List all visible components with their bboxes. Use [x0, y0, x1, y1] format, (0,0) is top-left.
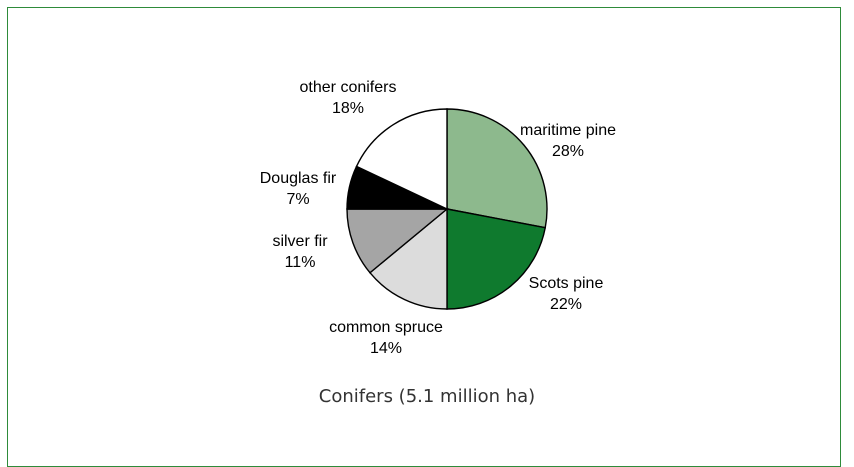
slice-percent-label: 22%: [550, 296, 582, 313]
slice-percent-label: 14%: [370, 340, 402, 357]
slice-percent-label: 11%: [285, 254, 316, 271]
pie-slice-maritime-pine: [446, 108, 548, 229]
pie-slice-silver-fir: [346, 208, 449, 274]
pie-slice-other-conifers: [355, 108, 448, 211]
pie-slices: [346, 108, 548, 310]
slice-percent-label: 28%: [552, 143, 584, 160]
pie-slice-scots-pine: [446, 208, 547, 310]
slice-percent-label: 7%: [286, 191, 309, 208]
slice-label: silver fir: [272, 233, 328, 250]
slice-label: Douglas fir: [260, 170, 337, 187]
slice-label: other conifers: [300, 79, 397, 96]
chart-caption: Conifers (5.1 million ha): [318, 386, 536, 407]
slice-label: maritime pine: [520, 122, 616, 139]
pie-labels: maritime pine 28% Scots pine 22% common spru…: [260, 79, 616, 357]
slice-label: Scots pine: [529, 275, 604, 292]
pie-slice-common-spruce: [368, 207, 448, 310]
slice-percent-label: 18%: [332, 100, 364, 117]
slice-label: common spruce: [329, 319, 443, 336]
pie-chart: maritime pine 28% Scots pine 22% common spru…: [260, 79, 616, 357]
